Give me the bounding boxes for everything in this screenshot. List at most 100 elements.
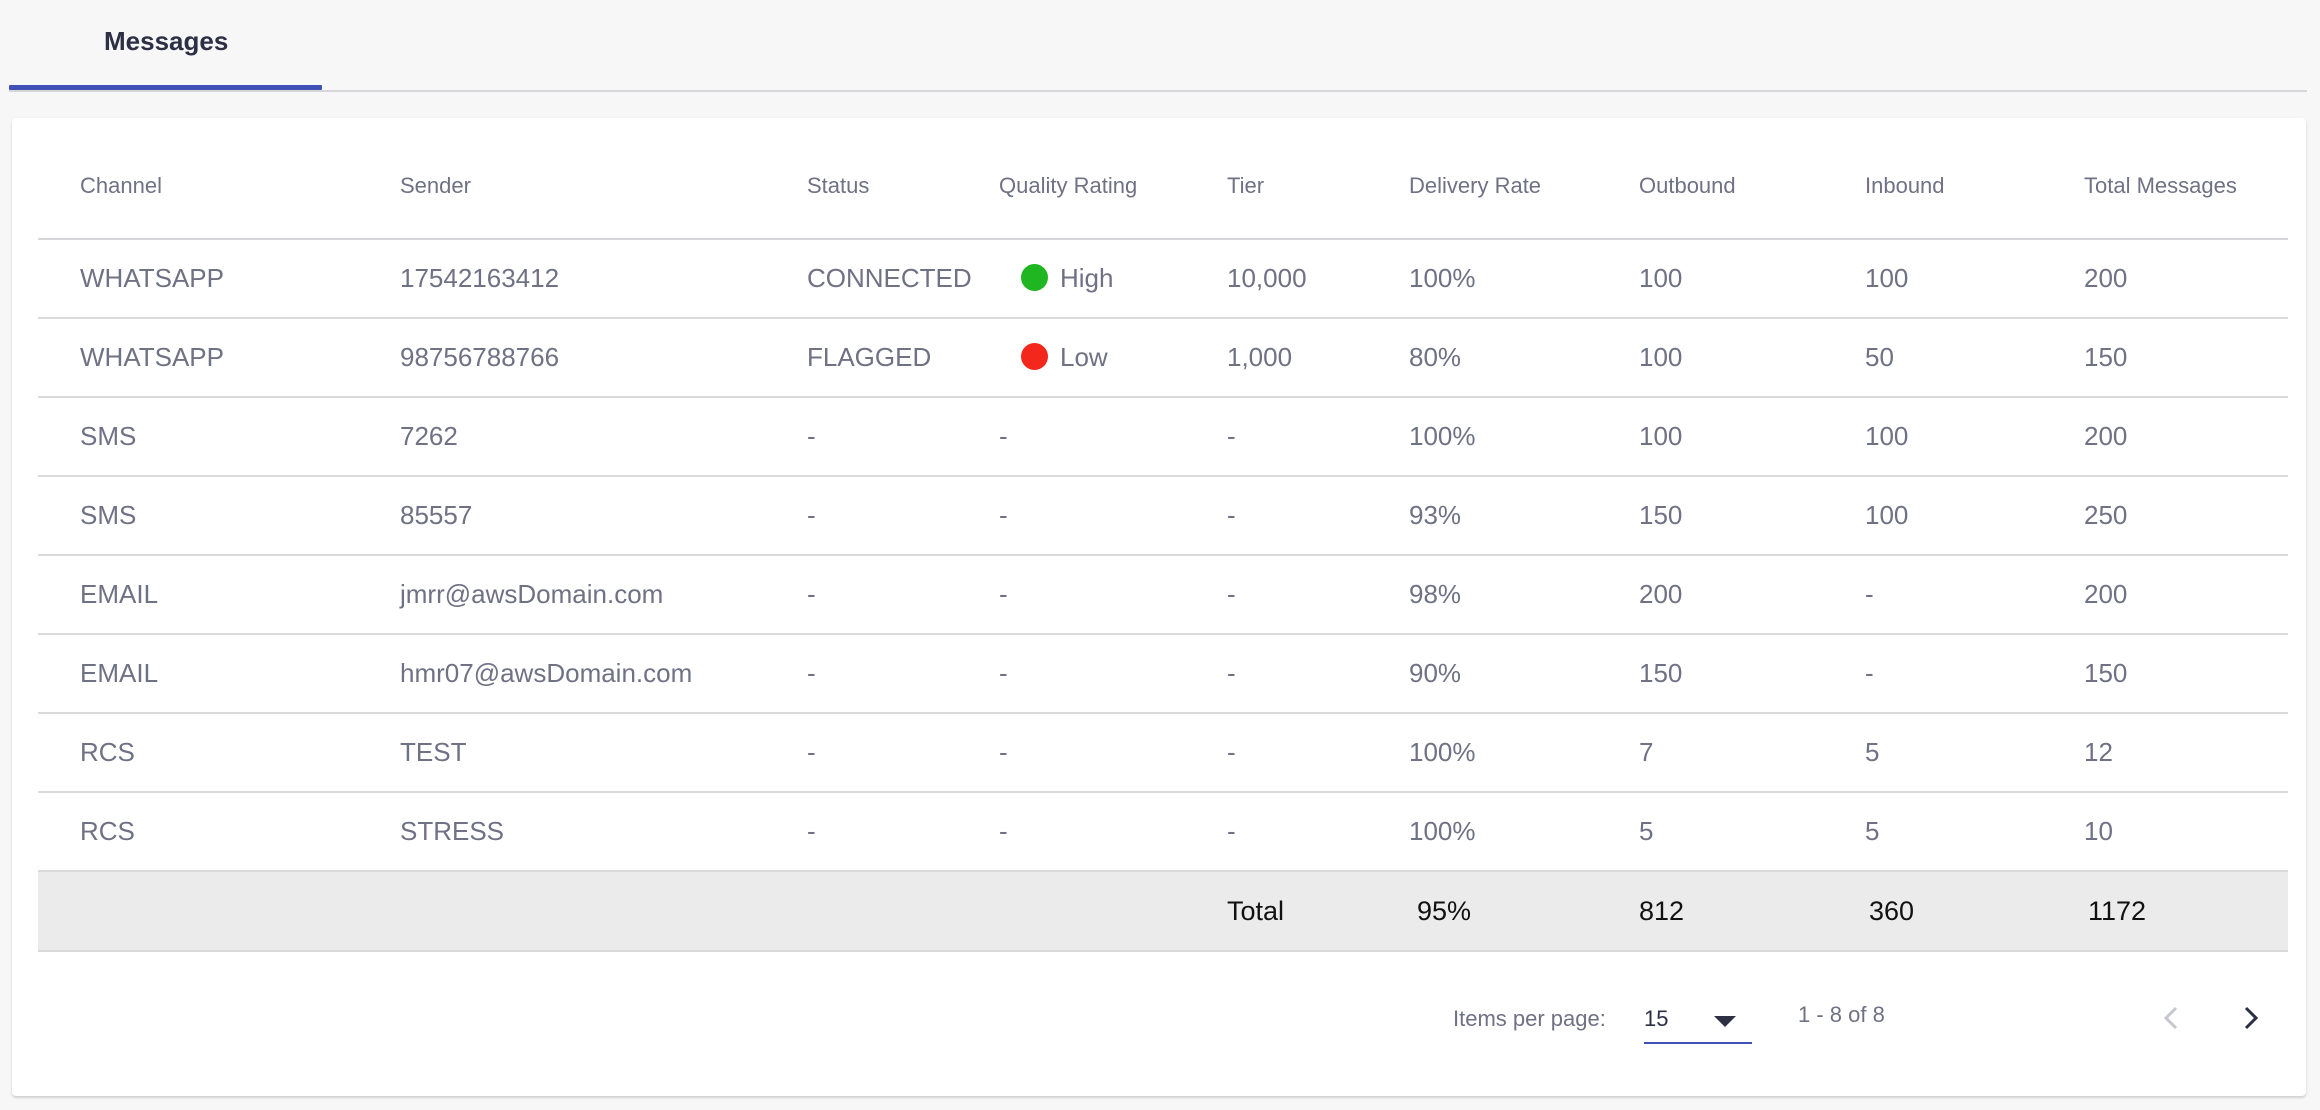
total-row: Total 95% 812 360 1172 [38,871,2288,952]
cell-quality: - [957,634,1185,714]
table-row[interactable]: RCS TEST - - -100% 7 5 12 [38,713,2288,793]
column-header-inbound[interactable]: Inbound [1823,134,2042,240]
previous-page-button[interactable] [2142,988,2202,1048]
cell-status: - [765,713,957,793]
cell-channel: RCS [38,713,358,793]
cell-total: 200 [2042,555,2288,635]
column-header-channel[interactable]: Channel [38,134,358,240]
table-header-row: Channel Sender Status Quality Rating Tie… [38,134,2288,240]
cell-sender: hmr07@awsDomain.com [358,634,765,714]
cell-sender: STRESS [358,792,765,872]
column-header-status[interactable]: Status [765,134,957,240]
cell-channel: SMS [38,476,358,556]
total-cell-empty [957,871,1185,952]
cell-tier: - [1185,397,1367,477]
cell-sender: 85557 [358,476,765,556]
tab-messages[interactable]: Messages [9,0,322,90]
cell-channel: RCS [38,792,358,872]
table-row[interactable]: EMAIL hmr07@awsDomain.com - - -90% 150-150 [38,634,2288,714]
cell-status: - [765,555,957,635]
cell-outbound: 150 [1597,476,1823,556]
cell-total: 250 [2042,476,2288,556]
cell-inbound: - [1823,634,2042,714]
cell-delivery-rate: 100% [1367,713,1597,793]
cell-sender: jmrr@awsDomain.com [358,555,765,635]
cell-tier: - [1185,555,1367,635]
total-delivery-rate: 95% [1367,871,1597,952]
tab-messages-label: Messages [104,26,229,56]
quality-rating-label: High [1060,263,1114,293]
cell-delivery-rate: 98% [1367,555,1597,635]
cell-inbound: 50 [1823,318,2042,398]
cell-outbound: 200 [1597,555,1823,635]
cell-quality: Low [957,318,1185,398]
cell-delivery-rate: 100% [1367,792,1597,872]
table-row[interactable]: SMS 85557- - -93% 150 100 250 [38,476,2288,556]
cell-outbound: 100 [1597,239,1823,319]
cell-channel: EMAIL [38,634,358,714]
items-per-page-value: 15 [1644,1006,1669,1031]
total-label: Total [1185,871,1367,952]
paginator: Items per page: 15 1 - 8 of 8 [1406,968,2306,1058]
table-row[interactable]: WHATSAPP 17542163412 CONNECTED High 10,000 10… [38,239,2288,319]
cell-status: FLAGGED [765,318,957,398]
cell-total: 12 [2042,713,2288,793]
cell-channel: WHATSAPP [38,318,358,398]
cell-tier: - [1185,476,1367,556]
cell-status: - [765,397,957,477]
next-page-button[interactable] [2220,988,2280,1048]
table-row[interactable]: EMAIL jmrr@awsDomain.com - - -98% 200-200 [38,555,2288,635]
cell-tier: - [1185,634,1367,714]
total-cell-empty [358,871,765,952]
table-row[interactable]: RCS STRESS - - -100% 5 5 10 [38,792,2288,872]
column-header-delivery-rate[interactable]: Delivery Rate [1367,134,1597,240]
messages-card: Channel Sender Status Quality Rating Tie… [12,118,2306,1096]
table-row[interactable]: SMS 7262- - -100% 100 100 200 [38,397,2288,477]
total-cell-empty [765,871,957,952]
total-inbound: 360 [1823,871,2042,952]
table-row[interactable]: WHATSAPP 98756788766 FLAGGED Low 1,000 80% 100… [38,318,2288,398]
cell-total: 200 [2042,397,2288,477]
cell-total: 200 [2042,239,2288,319]
chevron-left-icon [2163,1006,2178,1030]
cell-tier: 1,000 [1185,318,1367,398]
column-header-outbound[interactable]: Outbound [1597,134,1823,240]
cell-outbound: 5 [1597,792,1823,872]
cell-quality: - [957,397,1185,477]
cell-channel: EMAIL [38,555,358,635]
cell-inbound: 5 [1823,792,2042,872]
cell-delivery-rate: 100% [1367,239,1597,319]
cell-inbound: - [1823,555,2042,635]
cell-status: - [765,476,957,556]
quality-status-dot-icon [1021,343,1048,370]
cell-quality: - [957,713,1185,793]
cell-total: 150 [2042,318,2288,398]
column-header-tier[interactable]: Tier [1185,134,1367,240]
column-header-sender[interactable]: Sender [358,134,765,240]
cell-quality: - [957,476,1185,556]
column-header-total-messages[interactable]: Total Messages [2042,134,2288,240]
page-range-label: 1 - 8 of 8 [1798,1002,1885,1027]
tab-bar: Messages [9,0,2307,92]
cell-outbound: 150 [1597,634,1823,714]
total-cell-empty [38,871,358,952]
column-header-quality-rating[interactable]: Quality Rating [957,134,1185,240]
cell-total: 10 [2042,792,2288,872]
items-per-page-label: Items per page: [1453,1006,1606,1031]
items-per-page-select[interactable]: 15 [1644,1002,1752,1044]
cell-total: 150 [2042,634,2288,714]
cell-outbound: 7 [1597,713,1823,793]
cell-tier: 10,000 [1185,239,1367,319]
cell-outbound: 100 [1597,318,1823,398]
cell-quality: - [957,792,1185,872]
cell-status: CONNECTED [765,239,972,319]
total-messages: 1172 [2042,871,2288,952]
cell-sender: TEST [358,713,765,793]
cell-quality: High [957,239,1185,319]
dropdown-arrow-icon [1714,1016,1736,1027]
cell-status: - [765,792,957,872]
cell-sender: 17542163412 [358,239,765,319]
cell-quality: - [957,555,1185,635]
total-outbound: 812 [1597,871,1823,952]
chevron-right-icon [2244,1006,2259,1030]
